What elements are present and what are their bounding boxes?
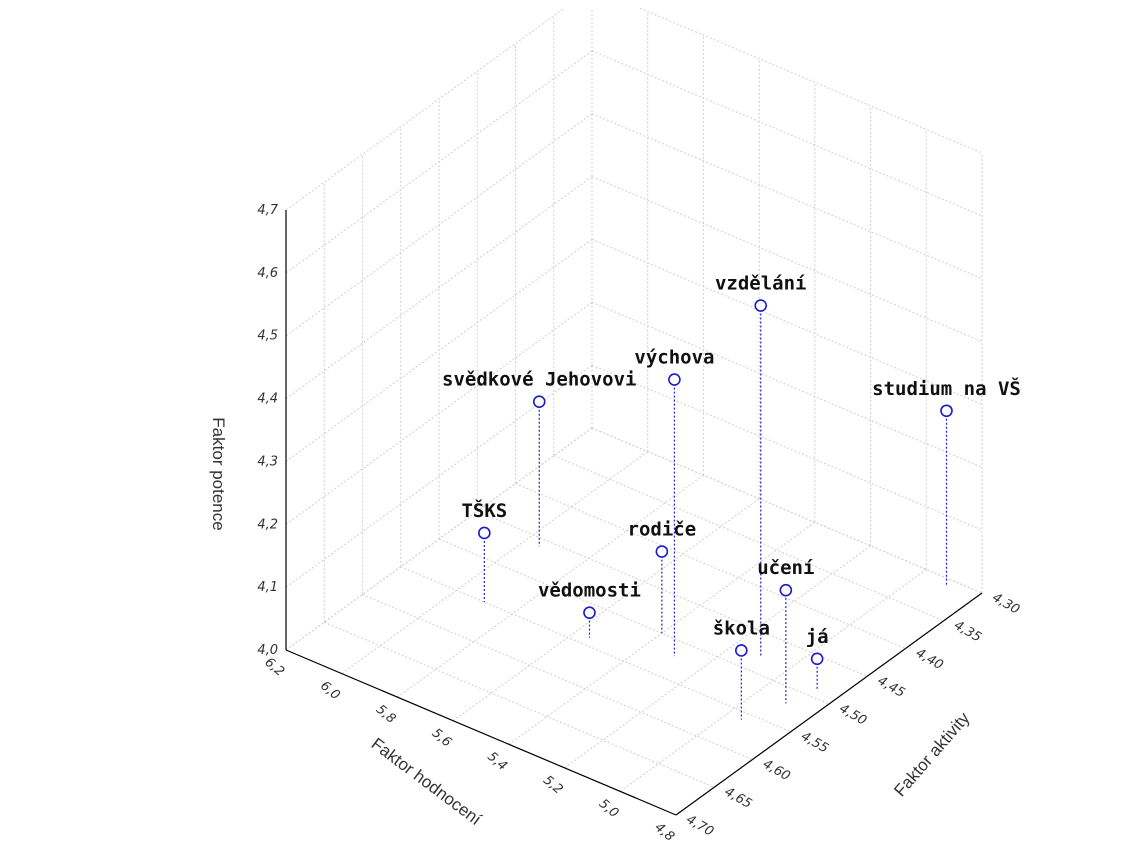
y-tick-label: 4,65 (722, 784, 755, 811)
data-point (534, 396, 545, 407)
point-label: škola (713, 617, 770, 639)
grid-line (592, 177, 982, 342)
x-axis-label: Faktor hodnocení (368, 734, 485, 829)
z-axis-label: Faktor potence (209, 417, 228, 530)
data-point (669, 374, 680, 385)
z-tick-label: 4,2 (257, 517, 278, 532)
data-point (736, 645, 747, 656)
x-axis-line (286, 650, 676, 815)
data-point (479, 527, 490, 538)
point-label: studium na VŠ (872, 376, 1021, 400)
z-tick-label: 4,3 (257, 454, 278, 469)
z-tick-label: 4,1 (257, 580, 278, 595)
point-label: rodiče (628, 519, 697, 541)
point-label: učení (757, 557, 814, 579)
point-label: vědomosti (538, 580, 641, 602)
x-tick-label: 5,0 (596, 796, 621, 821)
point-label: výchova (634, 347, 714, 369)
grid-line (363, 595, 753, 760)
grid-line (592, 51, 982, 216)
y-tick-label: 4,50 (836, 701, 869, 728)
z-tick-label: 4,6 (257, 266, 278, 281)
data-point (584, 607, 595, 618)
y-tick-label: 4,55 (798, 729, 831, 756)
point-label: TŠKS (461, 498, 507, 522)
x-tick-label: 6,0 (317, 678, 342, 703)
scatter-3d-chart: 4,0 4,1 4,2 4,3 4,4 4,5 4,6 4,7 6,2 6,0 5,8 5,6 5,4 5… (8, 8, 1120, 844)
point-label: vzdělání (715, 273, 807, 295)
grid-line (592, 8, 982, 153)
y-tick-label: 4,35 (951, 618, 984, 645)
y-tick-label: 4,40 (913, 646, 946, 673)
y-axis-label: Faktor aktivity (890, 708, 973, 800)
y-tick-label: 4,60 (760, 757, 793, 784)
z-tick-label: 4,0 (257, 643, 278, 658)
y-tick-label: 4,45 (875, 673, 908, 700)
x-tick-label: 6,2 (262, 655, 287, 680)
data-point (755, 300, 766, 311)
point-label: já (806, 626, 829, 648)
data-point (812, 653, 823, 664)
x-tick-label: 5,2 (540, 773, 565, 798)
z-tick-label: 4,7 (257, 203, 278, 218)
grid-line (516, 484, 906, 649)
grid-line (592, 114, 982, 279)
grid-line (286, 51, 592, 273)
point-label: svědkové Jehovovi (442, 369, 636, 391)
z-tick-label: 4,4 (257, 392, 278, 407)
x-tick-label: 5,4 (484, 749, 509, 774)
plot-frame: 4,0 4,1 4,2 4,3 4,4 4,5 4,6 4,7 6,2 6,0 5,8 5,6 5,4 5… (8, 8, 1120, 844)
data-point (656, 546, 667, 557)
x-tick-label: 5,6 (429, 726, 454, 751)
grid-line (286, 8, 592, 210)
x-tick-label: 5,8 (373, 702, 398, 727)
y-tick-label: 4,70 (683, 812, 716, 839)
z-tick-label: 4,5 (257, 329, 278, 344)
data-point (780, 585, 791, 596)
x-tick-label: 4,8 (652, 820, 677, 844)
y-tick-label: 4,30 (989, 590, 1022, 617)
data-point (941, 405, 952, 416)
grid-line (286, 239, 592, 461)
